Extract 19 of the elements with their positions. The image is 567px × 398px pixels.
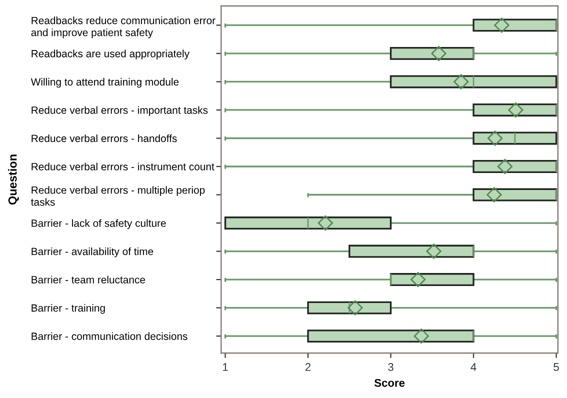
y-axis-title: Question — [8, 154, 19, 205]
x-tick-label: 4 — [470, 363, 476, 371]
y-tick-label: Barrier - training — [32, 304, 105, 314]
y-tick-label: Barrier - communication decisions — [32, 332, 188, 340]
x-axis-title: Score — [374, 378, 405, 387]
y-tick-label: Readbacks are used appropriately — [32, 50, 190, 60]
y-tick-label: Reduce verbal errors - handoffs — [32, 134, 177, 142]
x-tick-label: 5 — [554, 363, 559, 371]
y-tick-label: Reduce verbal errors - instrument count — [32, 162, 214, 170]
y-tick-label: Readbacks reduce communication error and improve patient safety — [31, 16, 216, 38]
y-tick-label: Reduce verbal errors - multiple periop tasks — [31, 186, 205, 206]
y-tick-label: Reduce verbal errors - important tasks — [32, 106, 208, 116]
y-tick-label: Barrier - team reluctance — [32, 276, 146, 284]
x-tick-label: 3 — [388, 363, 394, 371]
x-tick-label: 2 — [305, 363, 311, 371]
x-tick-label: 1 — [223, 363, 228, 371]
y-tick-label: Barrier - availability of time — [32, 248, 154, 258]
y-tick-label: Barrier - lack of safety culture — [32, 219, 166, 229]
y-tick-label: Willing to attend training module — [30, 78, 179, 88]
